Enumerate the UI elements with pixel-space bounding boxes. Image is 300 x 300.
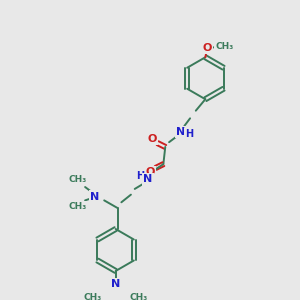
Text: N: N <box>176 127 185 137</box>
Text: CH₃: CH₃ <box>84 293 102 300</box>
Text: N: N <box>90 192 99 202</box>
Text: CH₃: CH₃ <box>68 175 87 184</box>
Text: H: H <box>185 129 193 139</box>
Text: O: O <box>202 43 212 53</box>
Text: CH₃: CH₃ <box>215 42 234 51</box>
Text: H: H <box>136 171 145 181</box>
Text: CH₃: CH₃ <box>129 293 148 300</box>
Text: O: O <box>145 167 155 177</box>
Text: CH₃: CH₃ <box>68 202 87 211</box>
Text: N: N <box>111 279 120 290</box>
Text: O: O <box>147 134 157 144</box>
Text: N: N <box>143 174 153 184</box>
